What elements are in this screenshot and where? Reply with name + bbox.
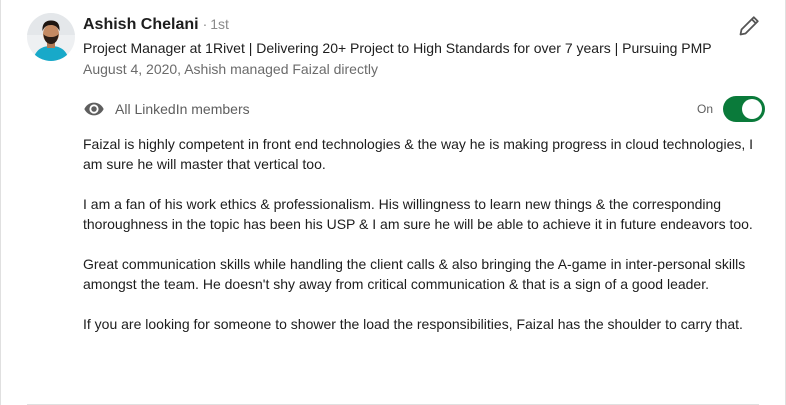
toggle-state-label: On xyxy=(697,102,714,116)
recommendation-paragraph: I am a fan of his work ethics & professi… xyxy=(83,196,753,232)
recommender-headline: Project Manager at 1Rivet | Delivering 2… xyxy=(83,40,712,56)
toggle-knob xyxy=(742,99,763,119)
visibility-toggle-control: On xyxy=(697,96,766,122)
recommendation-meta: August 4, 2020, Ashish managed Faizal di… xyxy=(83,61,378,77)
recommendation-paragraph: Faizal is highly competent in front end … xyxy=(83,136,754,172)
pencil-icon xyxy=(739,16,759,36)
avatar[interactable] xyxy=(27,13,75,61)
edit-button[interactable] xyxy=(737,14,761,38)
visibility-label: All LinkedIn members xyxy=(115,101,250,117)
recommender-header: Ashish Chelani · 1st Project Manager at 1R… xyxy=(83,12,723,79)
recommendation-text: Faizal is highly competent in front end … xyxy=(83,134,763,354)
degree-separator: · xyxy=(202,16,208,32)
avatar-photo xyxy=(27,13,75,61)
eye-icon xyxy=(83,98,105,120)
recommendation-paragraph: If you are looking for someone to shower… xyxy=(83,316,743,332)
recommender-name[interactable]: Ashish Chelani xyxy=(83,16,199,33)
visibility-row: All LinkedIn members xyxy=(83,98,250,120)
visibility-toggle[interactable] xyxy=(723,96,766,122)
name-line: Ashish Chelani · 1st xyxy=(83,12,723,36)
recommendation-paragraph: Great communication skills while handlin… xyxy=(83,256,746,292)
connection-degree: 1st xyxy=(210,16,229,32)
